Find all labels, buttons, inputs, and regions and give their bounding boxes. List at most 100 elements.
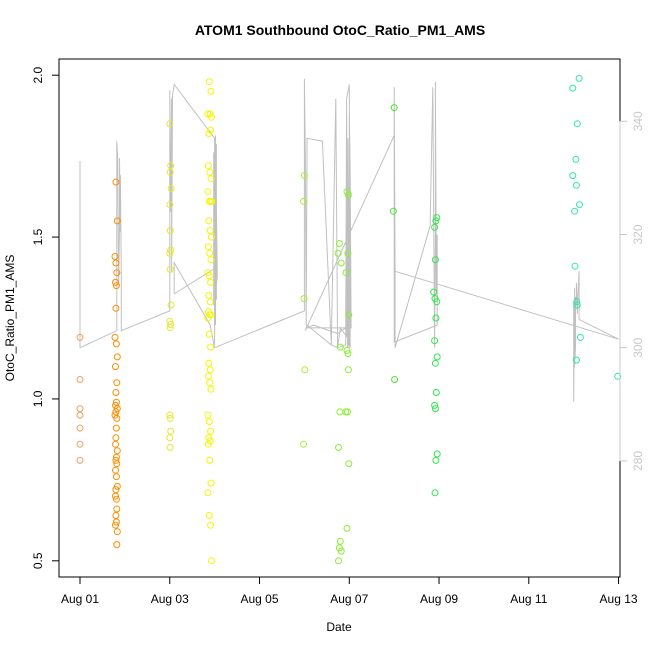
data-point xyxy=(166,168,174,176)
data-point xyxy=(112,518,120,526)
data-point xyxy=(208,557,215,565)
data-point xyxy=(112,424,120,432)
y-tick-label: 2.0 xyxy=(31,67,45,84)
data-point xyxy=(205,512,213,519)
series-group xyxy=(76,333,84,464)
data-point xyxy=(207,175,215,183)
data-point xyxy=(206,298,214,306)
x-tick-label: Aug 11 xyxy=(510,592,547,606)
data-point xyxy=(112,282,120,290)
data-point xyxy=(301,366,309,374)
data-point xyxy=(571,262,579,270)
data-point xyxy=(335,557,342,565)
data-point xyxy=(432,456,440,464)
plot-frame xyxy=(58,58,621,578)
series-group xyxy=(111,178,121,549)
x-tick-label: Aug 13 xyxy=(600,592,638,606)
data-point xyxy=(76,456,84,464)
data-point xyxy=(344,408,351,416)
data-point xyxy=(575,74,583,82)
data-point xyxy=(334,249,342,257)
data-point xyxy=(207,385,215,393)
data-point xyxy=(204,314,212,322)
data-point xyxy=(113,217,121,225)
data-point xyxy=(205,291,213,299)
data-point xyxy=(207,87,215,95)
data-point xyxy=(571,207,579,215)
data-point xyxy=(206,456,214,464)
data-point xyxy=(112,473,120,481)
data-point xyxy=(206,168,214,176)
data-point xyxy=(206,110,214,118)
data-point xyxy=(166,201,174,209)
data-point xyxy=(205,434,213,442)
data-point xyxy=(207,343,215,351)
data-point xyxy=(113,405,121,413)
data-point xyxy=(336,408,344,416)
data-point xyxy=(204,243,212,251)
data-point xyxy=(204,489,212,497)
data-point xyxy=(337,547,345,555)
data-point xyxy=(112,178,120,186)
y-tick-label: 0.5 xyxy=(31,552,45,569)
data-point xyxy=(343,346,351,354)
data-point xyxy=(614,372,622,380)
data-point xyxy=(207,278,215,286)
data-point xyxy=(205,130,213,137)
x-tick-label: Aug 09 xyxy=(420,592,458,606)
data-point xyxy=(433,298,441,306)
data-point xyxy=(207,521,215,529)
data-point xyxy=(300,440,307,448)
data-point xyxy=(300,197,307,205)
data-point xyxy=(204,411,212,419)
data-point xyxy=(166,444,174,451)
data-point xyxy=(389,207,397,215)
chart-title: ATOM1 Southbound OtoC_Ratio_PM1_AMS xyxy=(195,22,485,38)
data-point xyxy=(576,201,583,209)
data-point xyxy=(390,104,398,112)
data-point xyxy=(300,172,308,180)
data-point xyxy=(391,376,399,383)
data-point xyxy=(204,188,212,196)
y-tick-label: 1.5 xyxy=(31,228,45,245)
data-point xyxy=(112,440,119,448)
data-point xyxy=(166,227,174,235)
data-point xyxy=(433,353,441,361)
data-point xyxy=(166,120,174,128)
data-point xyxy=(112,486,120,494)
data-point xyxy=(206,249,214,257)
data-point xyxy=(208,197,216,205)
data-point xyxy=(572,155,580,163)
series-group xyxy=(430,214,441,497)
data-point xyxy=(166,317,174,325)
data-point xyxy=(205,272,213,280)
data-point xyxy=(337,259,345,267)
data-point xyxy=(112,456,120,464)
data-point xyxy=(207,126,215,134)
data-point xyxy=(344,366,352,374)
data-point xyxy=(167,185,175,192)
data-point xyxy=(111,253,119,260)
data-point xyxy=(431,223,439,231)
data-point xyxy=(112,453,120,461)
data-point xyxy=(167,301,175,309)
data-point xyxy=(167,162,175,170)
data-point xyxy=(113,353,121,361)
data-point xyxy=(569,172,577,180)
x-tick-label: Aug 01 xyxy=(61,592,99,606)
data-point xyxy=(204,162,212,170)
data-point xyxy=(345,460,353,468)
y-tick-label: 1.0 xyxy=(31,390,45,407)
data-point xyxy=(205,78,213,86)
data-point xyxy=(335,444,342,451)
data-point xyxy=(166,434,174,442)
series-group xyxy=(204,78,216,565)
data-point xyxy=(573,301,581,309)
data-point xyxy=(76,405,84,413)
data-point xyxy=(205,359,213,367)
data-point xyxy=(431,489,439,497)
data-point xyxy=(432,389,440,396)
data-point xyxy=(205,217,213,225)
x-axis: Aug 01 Aug 03 Aug 05 Aug 07 Aug 09 Aug 11 Aug … xyxy=(61,576,638,606)
data-point xyxy=(344,191,352,199)
